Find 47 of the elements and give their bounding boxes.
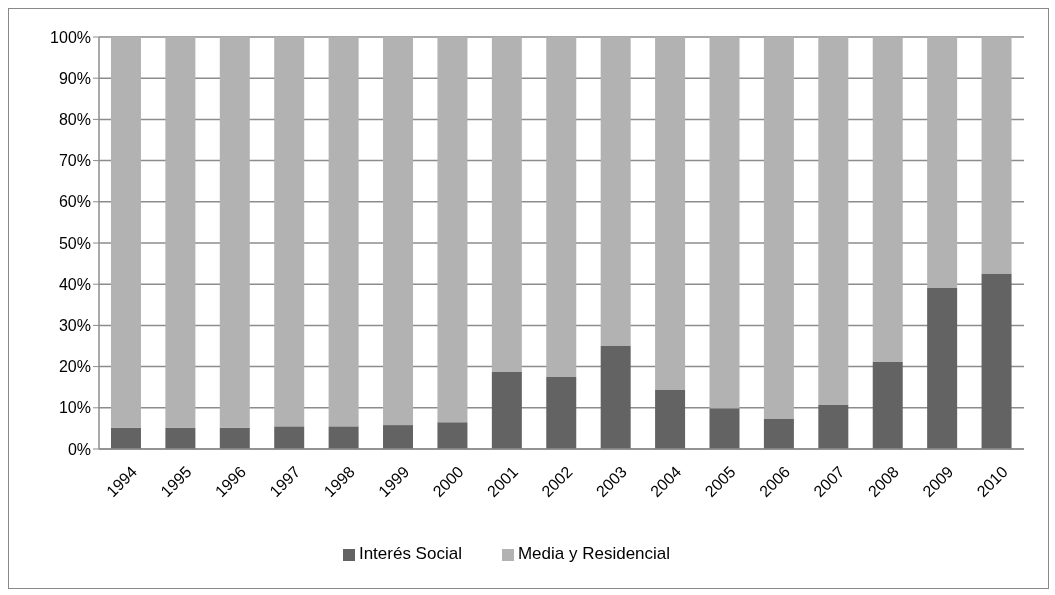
bar	[600, 37, 631, 346]
bar	[709, 37, 740, 409]
bar	[981, 37, 1012, 274]
bar	[818, 404, 849, 449]
bar	[600, 345, 631, 449]
bar	[437, 422, 468, 449]
bar	[709, 408, 740, 449]
bar	[491, 37, 522, 372]
bar	[383, 425, 414, 449]
bar	[328, 426, 359, 449]
bar	[165, 427, 196, 449]
y-tick-label: 50%	[58, 234, 91, 252]
bar	[818, 37, 849, 405]
y-tick-label: 10%	[58, 399, 91, 417]
bar	[219, 427, 250, 449]
bar	[872, 362, 903, 449]
bar	[165, 37, 196, 428]
legend-label: Media y Residencial	[517, 544, 671, 563]
y-tick-label: 80%	[58, 111, 91, 129]
y-tick-label: 60%	[58, 193, 91, 211]
bar	[872, 37, 903, 363]
bar	[655, 390, 686, 449]
legend-label: Interés Social	[358, 544, 462, 563]
bar	[491, 371, 522, 449]
y-tick-label: 40%	[58, 275, 91, 293]
bar	[981, 273, 1012, 449]
y-tick-label: 0%	[67, 440, 91, 458]
bar	[655, 37, 686, 391]
bar	[927, 37, 958, 288]
bar	[927, 287, 958, 449]
y-tick-label: 90%	[58, 69, 91, 87]
bar	[219, 37, 250, 428]
bar	[274, 426, 305, 449]
y-tick-label: 20%	[58, 358, 91, 376]
bar	[546, 376, 577, 449]
y-tick-label: 30%	[58, 317, 91, 335]
bar	[383, 37, 414, 426]
y-tick-label: 70%	[58, 152, 91, 170]
bar	[763, 418, 794, 449]
bar	[437, 37, 468, 423]
bar	[763, 37, 794, 419]
bar	[274, 37, 305, 427]
bar	[110, 427, 141, 449]
bar	[110, 37, 141, 428]
bar	[546, 37, 577, 377]
bar	[328, 37, 359, 427]
y-tick-label: 100%	[50, 28, 91, 46]
